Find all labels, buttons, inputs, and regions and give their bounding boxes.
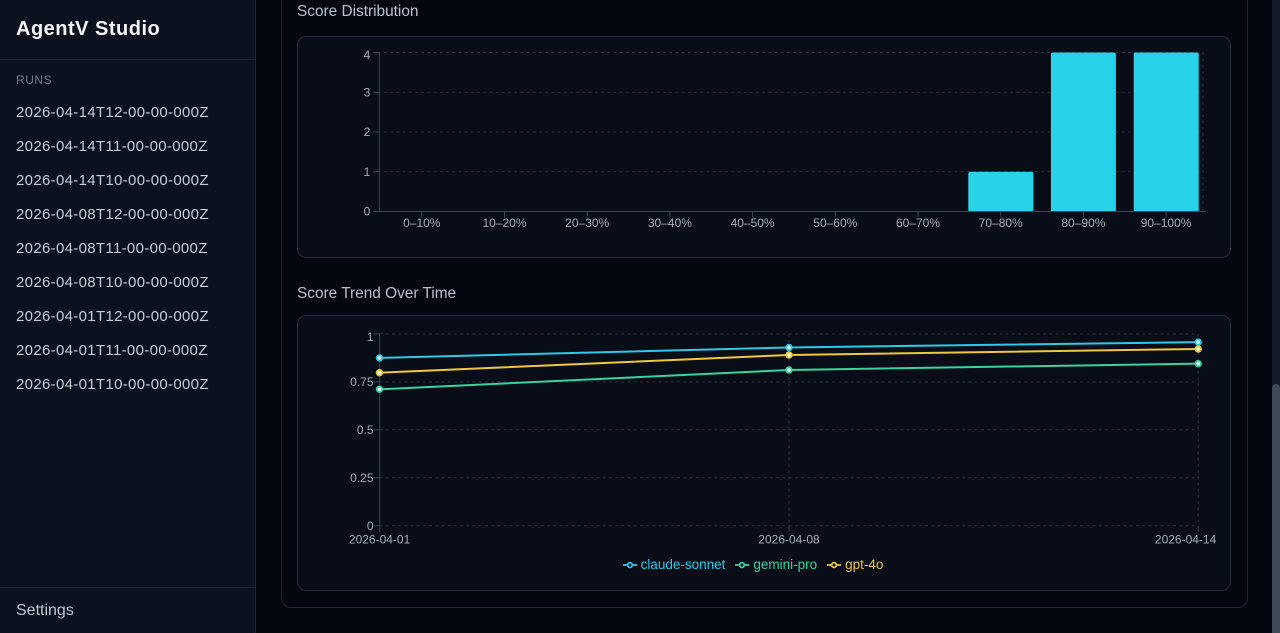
svg-text:0.5: 0.5 [357,423,374,437]
svg-text:4: 4 [364,48,371,62]
svg-text:0: 0 [367,519,374,533]
svg-text:60–70%: 60–70% [896,216,940,230]
svg-text:40–50%: 40–50% [731,216,775,230]
svg-text:20–30%: 20–30% [565,216,609,230]
svg-text:90–100%: 90–100% [1141,216,1192,230]
svg-text:2026-04-01: 2026-04-01 [349,533,411,547]
svg-text:70–80%: 70–80% [979,216,1023,230]
svg-text:0–10%: 0–10% [403,216,441,230]
svg-text:0: 0 [364,205,371,219]
svg-text:2: 2 [364,125,371,139]
svg-text:2026-04-14: 2026-04-14 [1155,533,1217,547]
svg-text:3: 3 [364,85,371,99]
svg-text:2026-04-08: 2026-04-08 [758,533,820,547]
svg-text:1: 1 [364,165,371,179]
svg-text:80–90%: 80–90% [1061,216,1105,230]
svg-text:0.25: 0.25 [350,471,374,485]
svg-text:0.75: 0.75 [350,375,374,389]
svg-text:10–20%: 10–20% [482,216,526,230]
svg-text:50–60%: 50–60% [813,216,857,230]
svg-text:30–40%: 30–40% [648,216,692,230]
svg-text:1: 1 [367,330,374,344]
